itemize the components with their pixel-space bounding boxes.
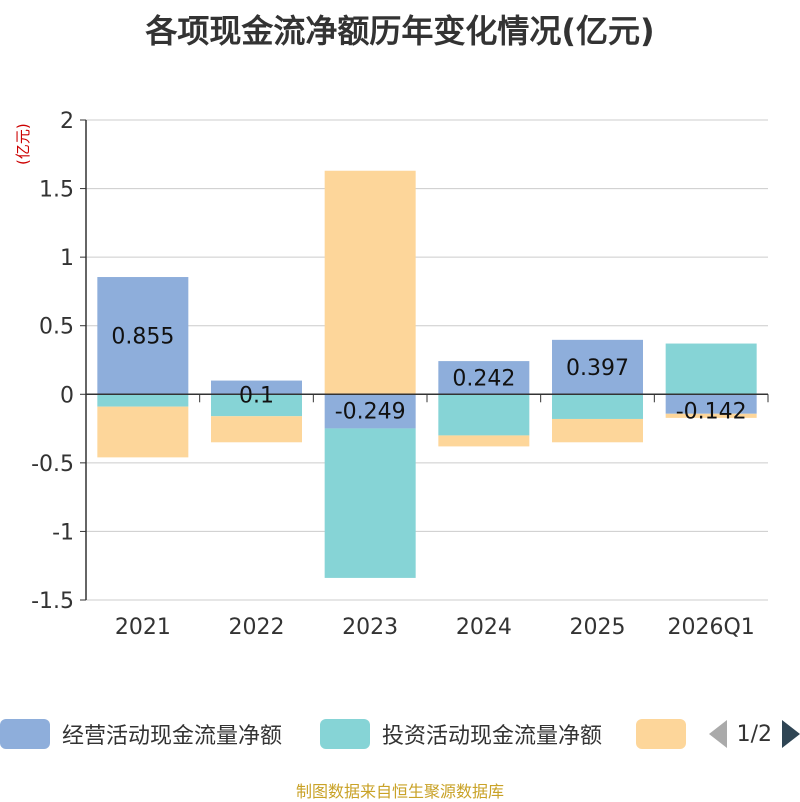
- bar-chart: -1.5 -1 -0.5 0 0.5 1 1.5 2 0.855 0.1 -0.249 0.242 0.…: [31, 109, 769, 640]
- x-tick-label: 2024: [456, 615, 512, 640]
- bar-series0-2026Q1: [665, 394, 757, 414]
- bar-series2-2026Q1: [665, 413, 757, 418]
- legend-label-investing: 投资活动现金流量净额: [382, 724, 603, 749]
- data-label: 0.242: [452, 367, 515, 392]
- chart-title: 各项现金流净额历年变化情况(亿元): [145, 12, 655, 50]
- x-tick-label: 2026Q1: [668, 615, 755, 640]
- legend: 经营活动现金流量净额 投资活动现金流量净额 1/2: [0, 714, 800, 754]
- y-tick-label: 0: [60, 383, 74, 408]
- bar-series0-2025: [552, 339, 643, 395]
- legend-swatch-financing: [636, 719, 686, 749]
- legend-swatch-operating: [0, 719, 50, 749]
- legend-item-investing[interactable]: 投资活动现金流量净额: [320, 714, 602, 754]
- x-tick-label: 2022: [229, 615, 285, 640]
- x-tick-label: 2023: [342, 615, 398, 640]
- bar-series1-2022: [211, 394, 302, 417]
- data-label: -0.142: [676, 399, 747, 424]
- bar-series0-2021: [97, 277, 189, 395]
- x-tick-label: 2021: [115, 615, 171, 640]
- bar-series1-2026Q1: [665, 343, 757, 395]
- legend-item-operating[interactable]: 经营活动现金流量净额: [0, 714, 282, 754]
- legend-pager: 1/2: [708, 714, 800, 754]
- data-label: 0.397: [566, 356, 629, 381]
- data-label: 0.855: [111, 325, 174, 350]
- y-tick-label: 1.5: [39, 178, 74, 203]
- bar-series1-2024: [438, 394, 530, 436]
- y-tick-label: -1.5: [31, 589, 74, 614]
- x-tick-label: 2025: [570, 615, 626, 640]
- legend-swatch-investing: [320, 719, 370, 749]
- y-tick-label: 1: [60, 246, 74, 271]
- legend-label-operating: 经营活动现金流量净额: [62, 724, 283, 749]
- y-tick-label: -0.5: [31, 452, 74, 477]
- bar-series2-2022: [211, 416, 302, 443]
- y-tick-label: 2: [60, 109, 74, 134]
- bar-series2-2024: [438, 435, 530, 447]
- data-label: 0.1: [239, 384, 274, 409]
- bar-series0-2022: [211, 380, 302, 395]
- bar-series2-2025: [552, 418, 643, 443]
- bar-series1-2021: [97, 394, 189, 407]
- bar-series0-2023: [324, 394, 416, 429]
- y-tick-label: 0.5: [39, 315, 74, 340]
- legend-item-financing[interactable]: [636, 714, 686, 754]
- y-tick-label: -1: [52, 520, 74, 545]
- bar-series0-2024: [438, 361, 530, 395]
- bar-series1-2025: [552, 394, 643, 419]
- bar-series2-2021: [97, 406, 189, 458]
- legend-next-page-icon[interactable]: [782, 720, 800, 748]
- legend-page-indicator: 1/2: [736, 721, 772, 747]
- data-source-note: 制图数据来自恒生聚源数据库: [295, 782, 504, 801]
- bar-series2-2023: [324, 170, 416, 395]
- bar-series1-2023: [324, 428, 416, 578]
- legend-prev-page-icon[interactable]: [708, 720, 727, 748]
- data-label: -0.249: [335, 399, 406, 424]
